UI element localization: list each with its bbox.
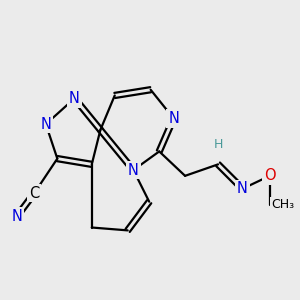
Text: H: H [213,138,223,151]
Text: O: O [264,168,276,183]
Text: N: N [237,181,248,196]
Text: N: N [69,91,80,106]
Text: C: C [29,186,40,201]
Text: CH₃: CH₃ [271,198,294,211]
Text: N: N [40,117,51,132]
Text: N: N [12,208,22,224]
Text: N: N [168,111,179,126]
Text: N: N [128,163,139,178]
